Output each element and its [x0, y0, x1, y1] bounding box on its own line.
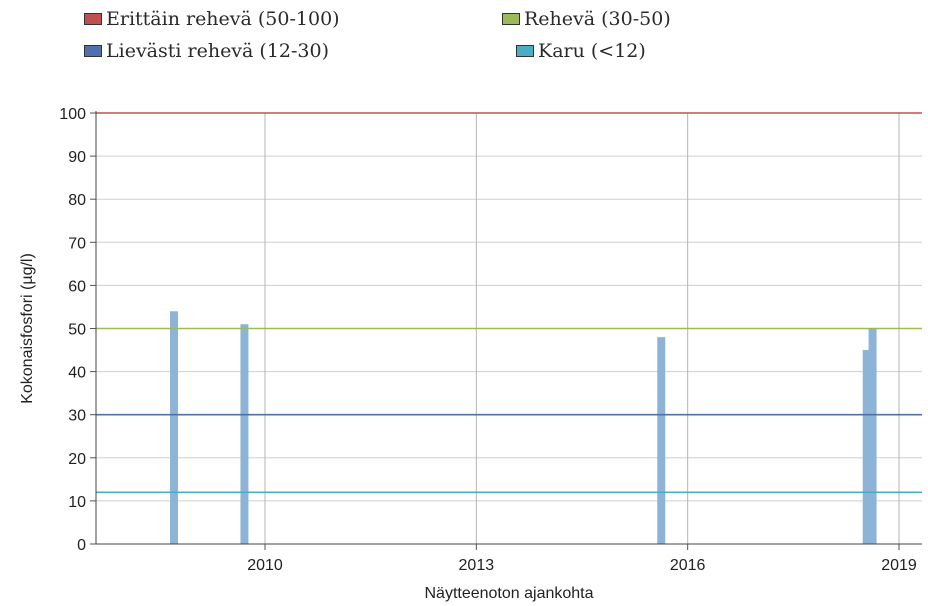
data-bar	[170, 311, 179, 544]
y-tick-label: 50	[68, 322, 86, 339]
y-tick-label: 70	[68, 235, 86, 252]
legend-swatch	[84, 45, 102, 57]
y-tick-label: 60	[68, 278, 86, 295]
legend-item-lievasti-reheva: Lievästi rehevä (12-30)	[84, 40, 329, 62]
legend-label: Erittäin rehevä (50-100)	[106, 8, 340, 30]
y-tick-label: 80	[68, 192, 86, 209]
data-bar	[868, 328, 877, 544]
y-tick-label: 0	[77, 537, 86, 554]
y-axis-title: Kokonaisfosfori (µg/l)	[19, 253, 36, 404]
x-axis-title: Näytteenoton ajankohta	[424, 585, 593, 602]
y-tick-label: 40	[68, 365, 86, 382]
data-bar	[657, 337, 666, 544]
x-tick-label: 2019	[881, 557, 917, 574]
legend-swatch	[516, 45, 534, 57]
legend-label: Rehevä (30-50)	[524, 8, 671, 30]
legend-label: Karu (<12)	[538, 40, 646, 62]
x-tick-label: 2013	[459, 557, 495, 574]
y-tick-label: 10	[68, 494, 86, 511]
data-bar	[240, 324, 249, 544]
legend-swatch	[502, 13, 520, 25]
x-tick-label: 2016	[670, 557, 706, 574]
legend-item-karu: Karu (<12)	[516, 40, 646, 62]
legend-label: Lievästi rehevä (12-30)	[106, 40, 330, 62]
y-tick-label: 30	[68, 408, 86, 425]
y-tick-label: 90	[68, 149, 86, 166]
legend-swatch	[84, 13, 102, 25]
y-tick-label: 100	[59, 106, 86, 123]
x-tick-label: 2010	[247, 557, 283, 574]
legend-item-erittain-reheva: Erittäin rehevä (50-100)	[84, 8, 340, 30]
legend-item-reheva: Rehevä (30-50)	[502, 8, 671, 30]
data-bar	[862, 350, 871, 544]
y-tick-label: 20	[68, 451, 86, 468]
